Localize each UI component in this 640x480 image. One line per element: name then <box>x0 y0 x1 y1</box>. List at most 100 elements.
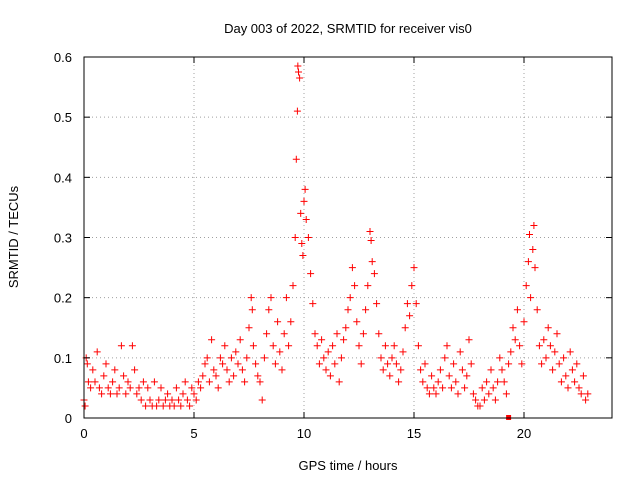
data-point <box>399 348 407 356</box>
data-point <box>128 342 136 350</box>
data-point <box>313 342 321 350</box>
data-point <box>531 264 539 272</box>
data-point <box>192 396 200 404</box>
data-point <box>582 396 590 404</box>
data-point <box>241 378 249 386</box>
data-point <box>271 360 279 368</box>
data-point <box>216 354 224 362</box>
data-point <box>142 402 150 410</box>
data-point <box>322 366 330 374</box>
data-point <box>139 378 147 386</box>
data-point <box>340 336 348 344</box>
data-point <box>483 378 491 386</box>
data-point <box>485 390 493 398</box>
data-point <box>197 384 205 392</box>
data-point <box>98 390 106 398</box>
data-point <box>84 378 92 386</box>
data-point <box>269 342 277 350</box>
data-point <box>480 396 488 404</box>
data-point <box>297 209 305 217</box>
data-point <box>500 378 508 386</box>
data-point <box>294 62 302 70</box>
data-point <box>381 342 389 350</box>
data-point <box>291 234 299 241</box>
data-point <box>579 372 587 380</box>
data-point <box>522 282 530 290</box>
data-point <box>298 240 306 248</box>
data-point <box>115 384 123 392</box>
data-point <box>120 372 128 380</box>
data-point <box>93 348 101 356</box>
data-point <box>124 378 132 386</box>
data-point <box>296 74 304 82</box>
data-point <box>505 360 513 368</box>
data-point <box>81 402 89 410</box>
data-point <box>137 396 145 404</box>
data-point <box>450 360 458 368</box>
data-point <box>315 360 323 368</box>
data-point <box>377 354 385 362</box>
x-tick-label: 0 <box>80 426 87 441</box>
data-point <box>146 396 154 404</box>
data-point <box>245 324 253 332</box>
data-point <box>478 384 486 392</box>
y-tick-label: 0.4 <box>54 170 72 185</box>
data-point <box>364 282 372 290</box>
data-point <box>454 390 462 398</box>
data-point <box>529 246 537 254</box>
data-point <box>276 348 284 356</box>
data-point <box>337 354 345 362</box>
data-point <box>410 264 418 272</box>
x-axis-ticks: 0 5 10 15 20 <box>80 57 531 441</box>
data-point <box>546 342 554 350</box>
data-point <box>566 348 574 356</box>
data-point <box>230 372 238 380</box>
data-points <box>80 62 592 410</box>
data-point <box>285 342 293 350</box>
data-point <box>302 215 310 223</box>
data-point <box>247 294 255 302</box>
data-point <box>170 402 178 410</box>
data-point <box>188 384 196 392</box>
data-point <box>267 294 275 302</box>
x-axis-label: GPS time / hours <box>299 458 398 473</box>
data-point <box>557 378 565 386</box>
data-point <box>452 378 460 386</box>
data-point <box>430 384 438 392</box>
data-point <box>456 348 464 356</box>
data-point <box>157 384 165 392</box>
data-point <box>324 348 332 356</box>
data-point <box>428 372 436 380</box>
data-point <box>348 264 356 272</box>
data-point <box>252 360 260 368</box>
data-point <box>476 402 484 410</box>
data-point <box>299 252 307 260</box>
data-point <box>344 306 352 314</box>
data-point <box>161 396 169 404</box>
data-point <box>540 336 548 344</box>
data-point <box>219 360 227 368</box>
data-point <box>234 360 242 368</box>
data-point <box>560 354 568 362</box>
data-point <box>232 348 240 356</box>
data-point <box>126 384 134 392</box>
data-point <box>516 342 524 350</box>
data-point <box>445 372 453 380</box>
data-point <box>357 360 365 368</box>
data-point <box>487 366 495 374</box>
data-point <box>177 402 185 410</box>
data-point <box>408 282 416 290</box>
data-point <box>238 366 246 374</box>
data-point <box>194 378 202 386</box>
data-point <box>295 68 302 76</box>
data-point <box>397 366 405 374</box>
x-tick-label: 15 <box>407 426 421 441</box>
data-point <box>100 372 108 380</box>
data-point <box>256 378 264 386</box>
data-point <box>362 306 370 314</box>
data-point <box>498 366 506 374</box>
data-point <box>83 360 91 368</box>
data-point <box>518 360 526 368</box>
data-point <box>227 354 235 362</box>
